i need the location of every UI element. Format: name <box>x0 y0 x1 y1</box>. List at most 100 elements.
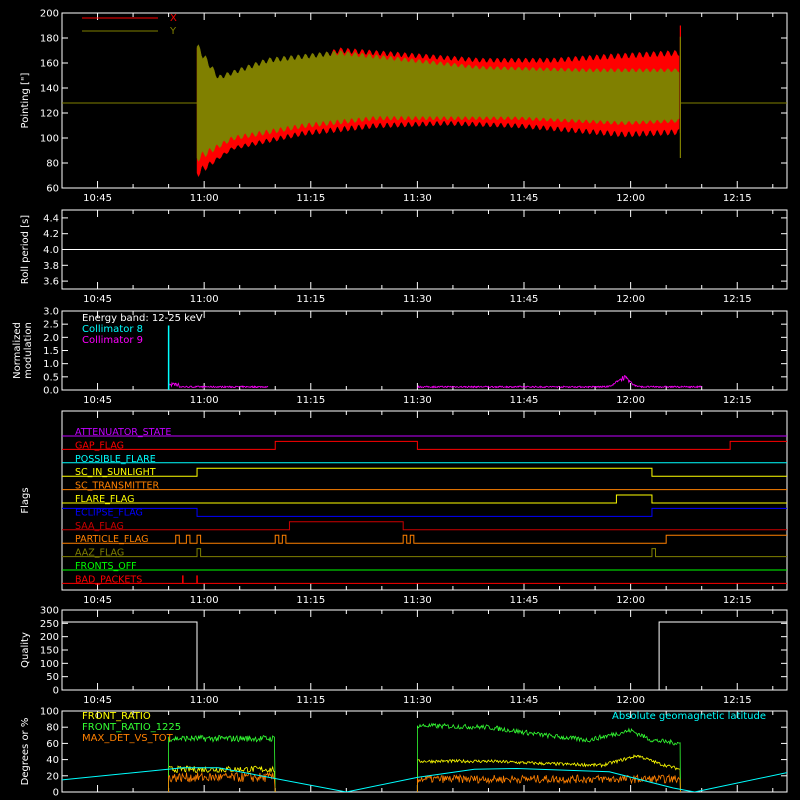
pointing-y-tick-label: 200 <box>40 9 59 20</box>
flag-trace <box>62 534 787 544</box>
pointing-x-tick-label: 10:45 <box>83 193 112 204</box>
modulation-x-tick-label: 11:15 <box>296 395 325 406</box>
ratios-front_ratio-line <box>416 754 681 792</box>
pointing-y-tick-label: 140 <box>40 84 59 95</box>
roll_period-x-tick-label: 12:15 <box>723 294 752 305</box>
modulation-y-tick-label: 1.0 <box>43 359 59 370</box>
pointing-x-tick-label: 11:30 <box>403 193 432 204</box>
quality-panel: 10:45 11:00 11:15 11:30 11:45 12:00 12:15 Quali… <box>20 606 788 706</box>
modulation-y-tick-label: 3.0 <box>43 307 59 318</box>
ratios-panel: Degrees or % 0 20 40 60 80 100 FRONT_RATIOFRONT… <box>20 707 788 799</box>
modulation-collimator9-line <box>168 381 269 389</box>
flags-x-tick-label: 12:00 <box>616 595 645 606</box>
flags-x-tick-label: 10:45 <box>83 595 112 606</box>
quality-line <box>62 621 787 691</box>
quality-y-tick-label: 250 <box>40 619 59 630</box>
quality-x-tick-label: 11:45 <box>510 695 539 706</box>
flag-label: SAA_FLAG <box>75 521 124 532</box>
roll_period-x-tick-label: 11:45 <box>510 294 539 305</box>
ratios-max_det_vs_tot-line <box>416 773 681 792</box>
flags-x-tick-label: 11:00 <box>190 595 219 606</box>
pointing-x-tick-label: 11:45 <box>510 193 539 204</box>
quality-y-axis-label: Quality <box>20 632 31 668</box>
flag-label: POSSIBLE_FLARE <box>75 454 156 465</box>
ratios-y-tick-label: 40 <box>46 755 59 766</box>
quality-x-tick-label: 11:00 <box>190 695 219 706</box>
quality-y-tick-label: 150 <box>40 646 59 657</box>
pointing-panel: 10:45 11:00 11:15 11:30 11:45 12:00 12:15 Point… <box>20 9 788 204</box>
ratios-legend-latitude: Absolute geomagnetic latitude <box>612 711 766 722</box>
quality-y-tick-label: 50 <box>46 672 59 683</box>
pointing-legend-label: Y <box>169 26 177 37</box>
flag-label: BAD_PACKETS <box>75 574 142 585</box>
ratios-front_ratio_1225-line <box>416 722 681 792</box>
quality-y-tick-label: 0 <box>53 686 59 697</box>
pointing-y-tick-label: 160 <box>40 59 59 70</box>
flag-label: FRONTS_OFF <box>75 561 137 572</box>
pointing-y-tick-label: 60 <box>46 184 59 195</box>
pointing-y-tick-label: 100 <box>40 134 59 145</box>
pointing-Y-area <box>196 44 680 162</box>
modulation-y-tick-label: 0.0 <box>43 386 59 397</box>
flags-x-tick-label: 11:45 <box>510 595 539 606</box>
ratios-y-tick-label: 100 <box>40 707 59 718</box>
modulation-x-tick-label: 10:45 <box>83 395 112 406</box>
modulation-panel: 10:45 11:00 11:15 11:30 11:45 12:00 12:15 Norma… <box>12 307 788 406</box>
roll_period-y-axis-label: Roll period [s] <box>20 215 31 284</box>
ratios-legend-label: FRONT_RATIO_1225 <box>82 722 181 733</box>
quality-x-tick-label: 11:30 <box>403 695 432 706</box>
flag-trace <box>62 521 787 531</box>
flag-trace <box>62 467 787 477</box>
pointing-x-tick-label: 11:00 <box>190 193 219 204</box>
quality-x-tick-label: 12:00 <box>616 695 645 706</box>
modulation-x-tick-label: 11:30 <box>403 395 432 406</box>
modulation-y-axis-label: Normalized <box>12 322 23 379</box>
ratios-y-axis-label: Degrees or % <box>20 718 31 786</box>
flag-label: PARTICLE_FLAG <box>75 534 148 545</box>
pointing-x-tick-label: 12:15 <box>723 193 752 204</box>
ratios-max_det_vs_tot-line <box>168 771 276 792</box>
modulation-y-axis-label: modulation <box>23 322 34 379</box>
flags-x-tick-label: 12:15 <box>723 595 752 606</box>
ratios-legend-label: MAX_DET_VS_TOT <box>82 733 174 744</box>
ratios-legend-label: FRONT_RATIO <box>82 711 151 722</box>
quality-x-tick-label: 12:15 <box>723 695 752 706</box>
flags-frame <box>61 410 788 591</box>
flag-trace <box>62 440 787 450</box>
pointing-legend-label: X <box>170 13 177 24</box>
pointing-x-tick-label: 11:15 <box>296 193 325 204</box>
quality-y-tick-label: 100 <box>40 659 59 670</box>
flag-label: AAZ_FLAG <box>75 548 124 559</box>
flag-label: FLARE_FLAG <box>75 494 135 505</box>
flag-label: GAP_FLAG <box>75 440 124 451</box>
roll_period-x-tick-label: 11:30 <box>403 294 432 305</box>
ratios-y-tick-label: 0 <box>53 788 59 799</box>
ratios-frame <box>61 710 788 793</box>
modulation-x-tick-label: 11:00 <box>190 395 219 406</box>
flag-label: SC_TRANSMITTER <box>75 481 160 492</box>
modulation-legend-label: Energy band: 12-25 keV <box>82 313 203 324</box>
quality-x-tick-label: 10:45 <box>83 695 112 706</box>
roll_period-x-tick-label: 12:00 <box>616 294 645 305</box>
ratios-front_ratio_1225-line <box>168 734 276 792</box>
flag-label: ATTENUATOR_STATE <box>75 427 171 438</box>
modulation-x-tick-label: 12:00 <box>616 395 645 406</box>
modulation-y-tick-label: 2.0 <box>43 333 59 344</box>
ratios-latitude-line <box>62 767 787 792</box>
modulation-y-tick-label: 1.5 <box>43 346 59 357</box>
ratios-y-tick-label: 20 <box>46 771 59 782</box>
modulation-x-tick-label: 11:45 <box>510 395 539 406</box>
pointing-y-tick-label: 180 <box>40 34 59 45</box>
roll_period-x-tick-label: 11:00 <box>190 294 219 305</box>
modulation-x-tick-label: 12:15 <box>723 395 752 406</box>
quality-x-tick-label: 11:15 <box>296 695 325 706</box>
modulation-collimator9-line <box>417 375 702 389</box>
roll_period-y-tick-label: 3.8 <box>43 261 59 272</box>
modulation-y-tick-label: 0.5 <box>43 372 59 383</box>
roll_period-x-tick-label: 11:15 <box>296 294 325 305</box>
flags-y-axis-label: Flags <box>20 487 31 513</box>
modulation-legend-label: Collimator 8 <box>82 324 143 335</box>
flag-label: ECLIPSE_FLAG <box>75 507 143 518</box>
flag-label: SC_IN_SUNLIGHT <box>75 467 156 478</box>
